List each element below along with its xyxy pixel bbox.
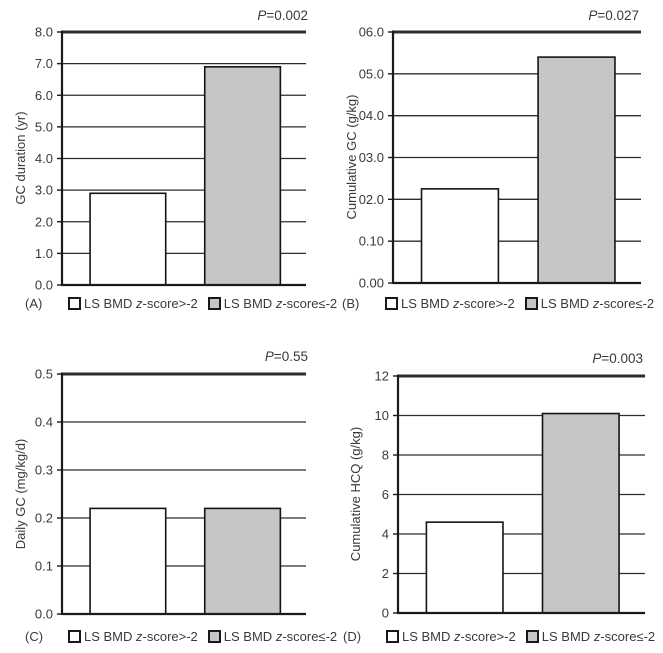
y-tick-label: 04.0 — [359, 108, 384, 123]
panel-letter-a: (A) — [25, 296, 43, 311]
legend-label: LS BMD z-score>-2 — [402, 629, 516, 644]
panel-letter-b: (B) — [342, 296, 360, 311]
y-tick-label: 0.3 — [35, 463, 53, 478]
y-tick-label: 8 — [382, 448, 389, 463]
p-symbol: P — [592, 351, 602, 366]
bar-white — [420, 188, 500, 284]
y-tick-label: 6.0 — [35, 88, 53, 103]
y-tick-label: 0.0 — [35, 278, 53, 293]
legend-item: LS BMD z-score>-2 — [385, 296, 515, 311]
y-tick-label: 0.2 — [35, 511, 53, 526]
y-tick-label: 4 — [382, 527, 389, 542]
bar-white — [89, 507, 167, 615]
legend: LS BMD z-score>-2 LS BMD z-score≤-2 — [385, 296, 654, 311]
p-symbol: P — [264, 349, 274, 364]
footer-panel-a: (A) LS BMD z-score>-2 LS BMD z-score≤-2 — [25, 296, 337, 311]
legend-label: LS BMD z-score≤-2 — [541, 629, 656, 644]
white-bar-swatch-icon — [385, 297, 398, 310]
p-symbol: P — [257, 8, 267, 23]
legend-item: LS BMD z-score≤-2 — [207, 296, 338, 311]
y-tick-label: 3.0 — [35, 183, 53, 198]
y-tick-label: 1.0 — [35, 246, 53, 261]
panel-letter-d: (D) — [343, 629, 362, 644]
legend-label: LS BMD z-score>-2 — [84, 629, 198, 644]
y-axis-title-panel-d: Cumulative HCQ (g/kg) — [348, 426, 363, 562]
gray-bar-swatch-icon — [524, 297, 538, 310]
panel-chart-0: 0.0 1.0 2.0 3.0 4.0 5.0 6.0 7.0 8.0 — [35, 25, 306, 293]
legend-item: LS BMD z-score>-2 — [68, 296, 198, 311]
footer-panel-d: (D) LS BMD z-score>-2 LS BMD z-score≤-2 — [343, 629, 655, 644]
legend-label: LS BMD z-score≤-2 — [223, 629, 338, 644]
y-tick-label: 12 — [375, 369, 389, 384]
legend-label: LS BMD z-score≤-2 — [540, 296, 655, 311]
p-symbol: P — [588, 8, 598, 23]
p-value-panel-b: P=0.027 — [588, 8, 639, 23]
footer-panel-c: (C) LS BMD z-score>-2 LS BMD z-score≤-2 — [25, 629, 337, 644]
gray-bar-swatch-icon — [207, 630, 221, 643]
y-tick-label: 0.0 — [35, 607, 53, 622]
y-tick-label: 0.5 — [35, 367, 53, 382]
y-tick-label: 7.0 — [35, 56, 53, 71]
y-axis-title-panel-c: Daily GC (mg/kg/d) — [13, 438, 28, 550]
y-tick-label: 0 — [382, 606, 389, 621]
legend-item: LS BMD z-score≤-2 — [207, 629, 338, 644]
y-tick-label: 2 — [382, 566, 389, 581]
y-tick-label: 8.0 — [35, 25, 53, 40]
y-tick-label: 0.00 — [359, 276, 384, 291]
legend: LS BMD z-score>-2 LS BMD z-score≤-2 — [68, 629, 337, 644]
bar-gray — [537, 56, 616, 284]
y-tick-label: 5.0 — [35, 119, 53, 134]
gray-bar-swatch-icon — [525, 630, 539, 643]
legend-item: LS BMD z-score≤-2 — [525, 629, 656, 644]
white-bar-swatch-icon — [386, 630, 399, 643]
y-tick-label: 05.0 — [359, 66, 384, 81]
p-value-panel-a: P=0.002 — [257, 8, 308, 23]
y-tick-label: 03.0 — [359, 150, 384, 165]
y-tick-label: 06.0 — [359, 25, 384, 40]
bar-white — [89, 192, 167, 286]
panel-chart-1: 0.00 0.10 02.0 03.0 04.0 05.0 06.0 — [359, 25, 641, 291]
y-tick-label: 2.0 — [35, 214, 53, 229]
gray-bar-swatch-icon — [207, 297, 221, 310]
y-tick-label: 4.0 — [35, 151, 53, 166]
white-bar-swatch-icon — [68, 297, 81, 310]
legend: LS BMD z-score>-2 LS BMD z-score≤-2 — [386, 629, 655, 644]
panel-chart-3: 0 2 4 6 8 10 12 — [375, 369, 645, 621]
legend-item: LS BMD z-score>-2 — [68, 629, 198, 644]
bar-gray — [203, 65, 282, 286]
panel-letter-c: (C) — [25, 629, 44, 644]
legend-item: LS BMD z-score≤-2 — [524, 296, 655, 311]
legend: LS BMD z-score>-2 LS BMD z-score≤-2 — [68, 296, 337, 311]
bar-white — [425, 521, 504, 614]
legend-item: LS BMD z-score>-2 — [386, 629, 516, 644]
y-axis-title-panel-a: GC duration (yr) — [13, 111, 28, 205]
legend-label: LS BMD z-score>-2 — [401, 296, 515, 311]
y-tick-label: 0.4 — [35, 415, 53, 430]
p-value-panel-c: P=0.55 — [264, 349, 308, 364]
legend-label: LS BMD z-score>-2 — [84, 296, 198, 311]
footer-panel-b: (B) LS BMD z-score>-2 LS BMD z-score≤-2 — [342, 296, 654, 311]
y-tick-label: 6 — [382, 487, 389, 502]
y-tick-label: 02.0 — [359, 192, 384, 207]
panel-chart-2: 0.0 0.1 0.2 0.3 0.4 0.5 — [35, 367, 306, 622]
white-bar-swatch-icon — [68, 630, 81, 643]
y-tick-label: 0.1 — [35, 559, 53, 574]
y-axis-title-panel-b: Cumulative GC (g/kg) — [344, 94, 359, 220]
y-tick-label: 0.10 — [359, 234, 384, 249]
y-tick-label: 10 — [375, 408, 389, 423]
legend-label: LS BMD z-score≤-2 — [223, 296, 338, 311]
p-value-panel-d: P=0.003 — [592, 351, 643, 366]
bar-gray — [203, 507, 282, 615]
bar-gray — [541, 412, 620, 614]
